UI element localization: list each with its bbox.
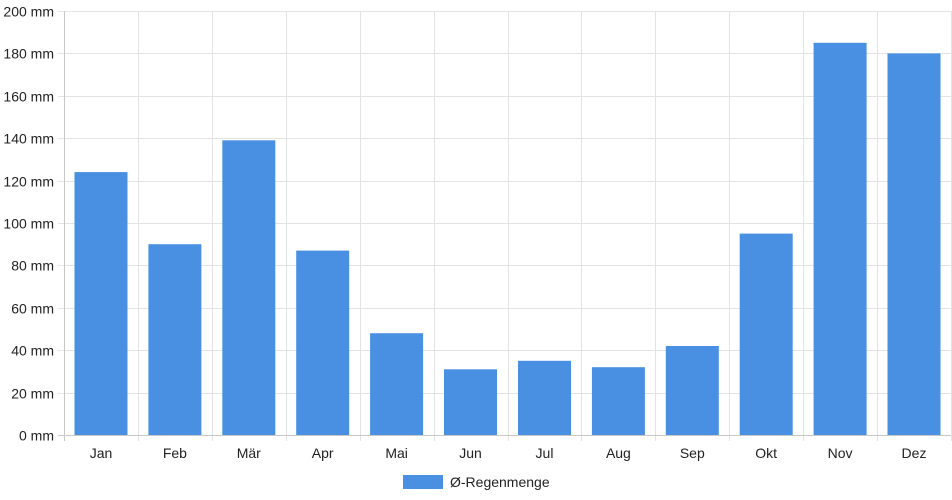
bar-jul[interactable] [518,360,571,435]
x-tick-label: Feb [163,445,187,461]
bar-okt[interactable] [739,233,793,435]
x-tick-labels: Jan Feb Mär Apr Mai Jun Jul Aug Sep Okt Nov Dez [90,445,927,461]
y-tick-labels: 0 mm 20 mm 40 mm 60 mm 80 mm 100 mm 120 mm 140 … [3,4,54,444]
x-tick-label: Jun [459,445,482,461]
x-tick-label: Jan [90,445,113,461]
y-tick-label: 180 mm [3,46,54,62]
x-tick-label: Mai [385,445,408,461]
y-tick-label: 160 mm [3,89,54,105]
y-tick-label: 100 mm [3,216,54,232]
bar-mai[interactable] [370,333,424,435]
y-tick-label: 120 mm [3,174,54,190]
y-tick-label: 20 mm [11,386,54,402]
y-tick-label: 40 mm [11,343,54,359]
x-tick-label: Apr [312,445,334,461]
bar-feb[interactable] [148,244,202,435]
y-tick-label: 60 mm [11,301,54,317]
bar-sep[interactable] [665,346,719,435]
bar-jun[interactable] [444,369,497,435]
bar-mär[interactable] [222,140,276,436]
axes [58,11,951,441]
x-tick-label: Aug [606,445,631,461]
bars [74,42,941,436]
y-tick-label: 0 mm [19,428,54,444]
bar-aug[interactable] [591,367,645,435]
x-tick-label: Okt [755,445,777,461]
legend-swatch [403,475,443,489]
legend[interactable]: Ø-Regenmenge [403,474,550,490]
legend-label: Ø-Regenmenge [450,474,550,490]
x-tick-label: Dez [902,445,927,461]
bar-jan[interactable] [74,172,128,435]
bar-dez[interactable] [887,53,941,436]
y-tick-label: 140 mm [3,131,54,147]
bar-apr[interactable] [296,250,350,435]
x-tick-label: Jul [536,445,554,461]
x-tick-label: Sep [680,445,705,461]
x-tick-label: Mär [237,445,261,461]
y-tick-label: 80 mm [11,258,54,274]
bar-nov[interactable] [813,42,867,436]
y-tick-label: 200 mm [3,4,54,20]
x-tick-label: Nov [828,445,853,461]
